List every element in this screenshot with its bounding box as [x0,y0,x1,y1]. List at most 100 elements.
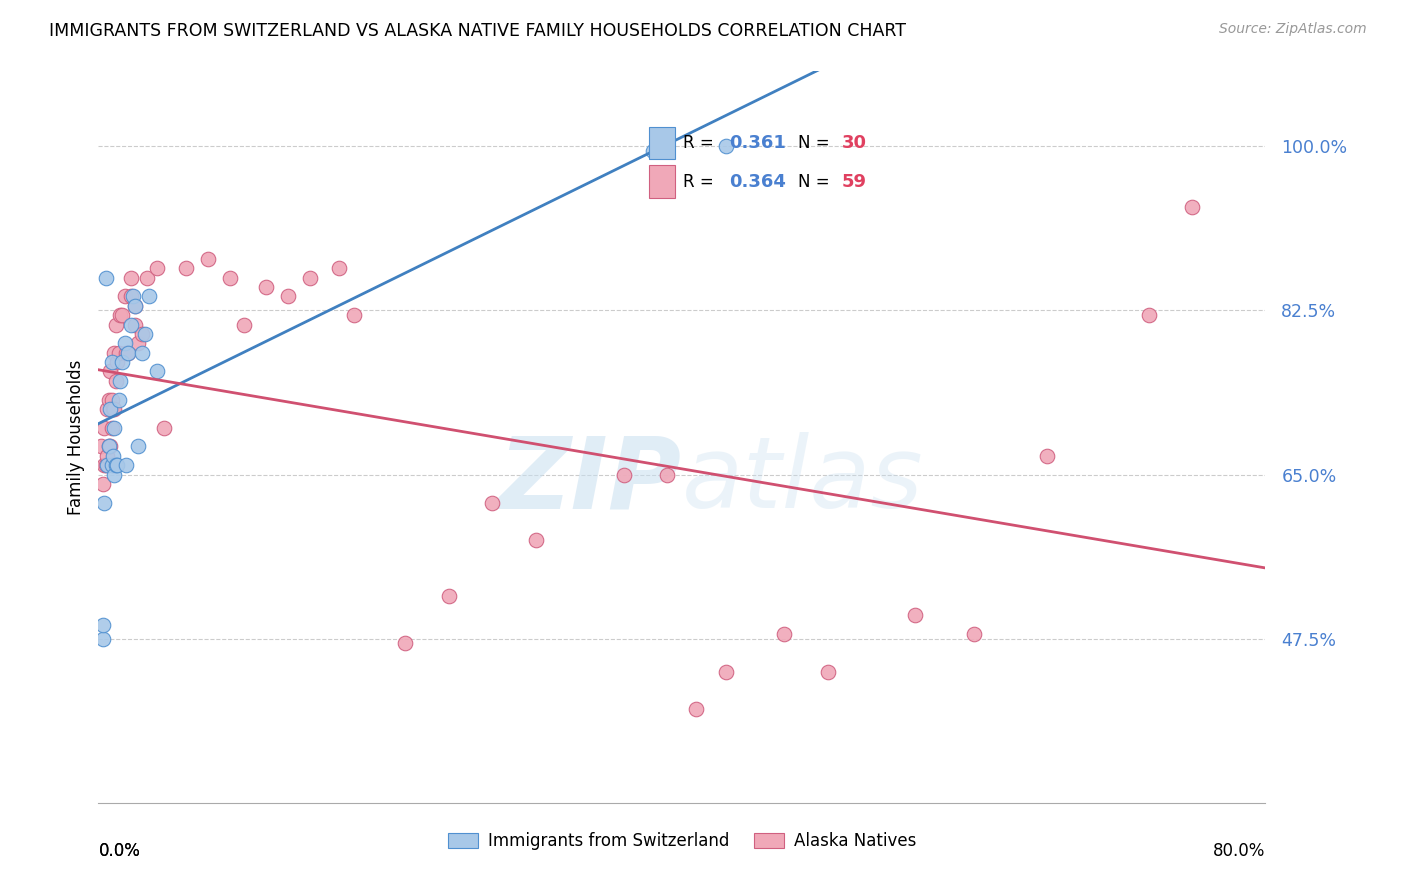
Text: 59: 59 [841,173,866,191]
Point [94,458,117,473]
Point [101,401,124,416]
Bar [650,127,675,160]
Point [524,533,547,548]
Bar [650,165,675,198]
Point [110,308,132,322]
Point [98,401,121,416]
Point [93,496,115,510]
Point [1181,200,1204,214]
Point [96,458,118,473]
Point [773,627,796,641]
Point [103,401,125,416]
Point [103,345,125,359]
Point [904,608,927,623]
Point [93,458,115,473]
Point [91,617,114,632]
Point [131,345,153,359]
Point [91,477,114,491]
Point [714,139,737,153]
Point [94,270,117,285]
Point [134,326,156,341]
Legend: Immigrants from Switzerland, Alaska Natives: Immigrants from Switzerland, Alaska Nati… [441,825,922,856]
Point [122,289,145,303]
Point [90,440,112,454]
Point [817,665,839,679]
Point [120,270,142,285]
Point [100,392,122,407]
Point [124,299,146,313]
Point [101,449,124,463]
Text: ZIP: ZIP [499,433,682,530]
Text: N =: N = [799,134,830,153]
Point [218,270,240,285]
Text: R =: R = [683,173,713,191]
Y-axis label: Family Households: Family Households [66,359,84,515]
Point [1035,449,1057,463]
Point [120,289,142,303]
Text: 0.361: 0.361 [728,134,786,153]
Point [100,355,122,369]
Point [117,345,139,359]
Point [98,440,121,454]
Text: R =: R = [683,134,713,153]
Point [277,289,299,303]
Point [104,374,127,388]
Point [103,420,125,434]
Text: atlas: atlas [682,433,924,530]
Point [641,144,664,158]
Point [97,392,120,407]
Point [197,252,219,266]
Text: 0.0%: 0.0% [98,842,141,860]
Point [105,355,128,369]
Point [104,318,127,332]
Point [115,345,138,359]
Point [98,364,121,378]
Point [97,440,120,454]
Point [233,318,256,332]
Text: 30: 30 [841,134,866,153]
Point [131,326,153,341]
Point [100,420,122,434]
Point [328,261,350,276]
Point [146,364,169,378]
Point [394,636,416,650]
Point [111,355,134,369]
Point [657,467,679,482]
Point [111,308,134,322]
Point [1137,308,1160,322]
Point [104,458,127,473]
Point [124,318,146,332]
Point [124,299,146,313]
Text: IMMIGRANTS FROM SWITZERLAND VS ALASKA NATIVE FAMILY HOUSEHOLDS CORRELATION CHART: IMMIGRANTS FROM SWITZERLAND VS ALASKA NA… [49,22,907,40]
Point [105,458,128,473]
Point [108,392,131,407]
Point [298,270,321,285]
Point [962,627,984,641]
Point [685,702,707,716]
Point [120,318,142,332]
Text: N =: N = [799,173,830,191]
Point [103,467,125,482]
Point [115,458,138,473]
Point [114,289,136,303]
Point [96,401,118,416]
Point [437,590,460,604]
Text: 0.364: 0.364 [728,173,786,191]
Point [110,374,132,388]
Point [127,440,149,454]
Point [481,496,503,510]
Point [153,420,176,434]
Point [343,308,366,322]
Point [97,440,120,454]
Point [174,261,197,276]
Point [96,449,118,463]
Point [108,345,131,359]
Text: 80.0%: 80.0% [1213,842,1265,860]
Point [127,336,149,351]
Point [93,420,115,434]
Point [254,280,277,294]
Point [101,458,124,473]
Point [117,345,139,359]
Point [91,632,114,646]
Point [135,270,157,285]
